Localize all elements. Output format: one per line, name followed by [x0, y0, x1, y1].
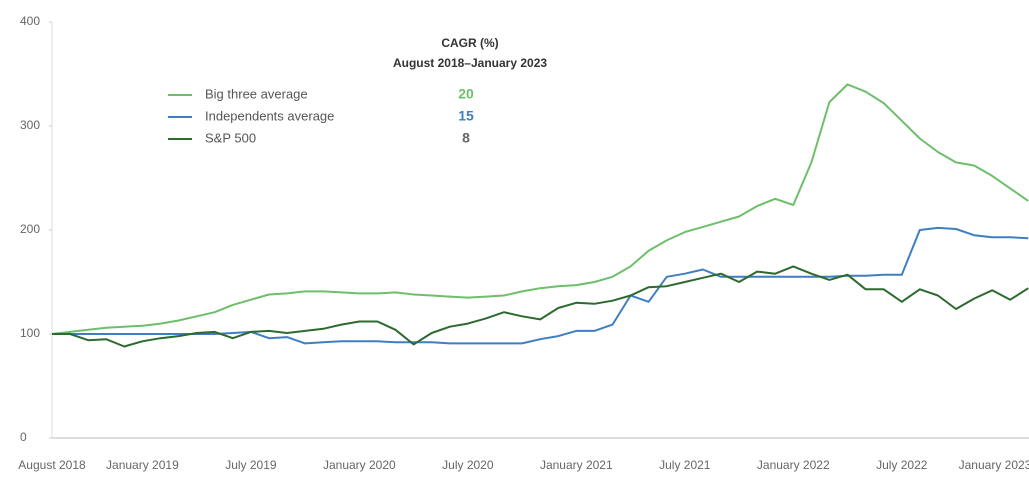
- legend-label: S&P 500: [205, 130, 256, 145]
- y-tick-label: 200: [20, 222, 40, 236]
- x-tick-label: January 2020: [323, 458, 396, 472]
- legend-subtitle: August 2018–January 2023: [393, 56, 547, 70]
- series-line: [51, 83, 1029, 335]
- x-tick-label: January 2021: [540, 458, 613, 472]
- x-tick-label: July 2019: [225, 458, 277, 472]
- x-tick-label: July 2020: [442, 458, 494, 472]
- series-line: [52, 226, 1029, 345]
- cagr-value: 20: [458, 86, 474, 102]
- y-tick-label: 400: [20, 14, 40, 28]
- series-line: [52, 265, 1029, 348]
- y-tick-label: 300: [20, 118, 40, 132]
- legend-title: CAGR (%): [441, 36, 498, 50]
- x-tick-label: August 2018: [18, 458, 86, 472]
- x-tick-label: January 2022: [757, 458, 830, 472]
- cagr-value: 8: [462, 130, 470, 146]
- y-tick-label: 100: [20, 326, 40, 340]
- x-tick-label: January 2019: [106, 458, 179, 472]
- legend-label: Big three average: [205, 86, 308, 101]
- x-tick-label: July 2022: [876, 458, 928, 472]
- x-tick-label: January 2023: [959, 458, 1029, 472]
- legend-label: Independents average: [205, 108, 334, 123]
- cagr-value: 15: [458, 108, 474, 124]
- x-tick-label: July 2021: [659, 458, 711, 472]
- y-tick-label: 0: [20, 430, 27, 444]
